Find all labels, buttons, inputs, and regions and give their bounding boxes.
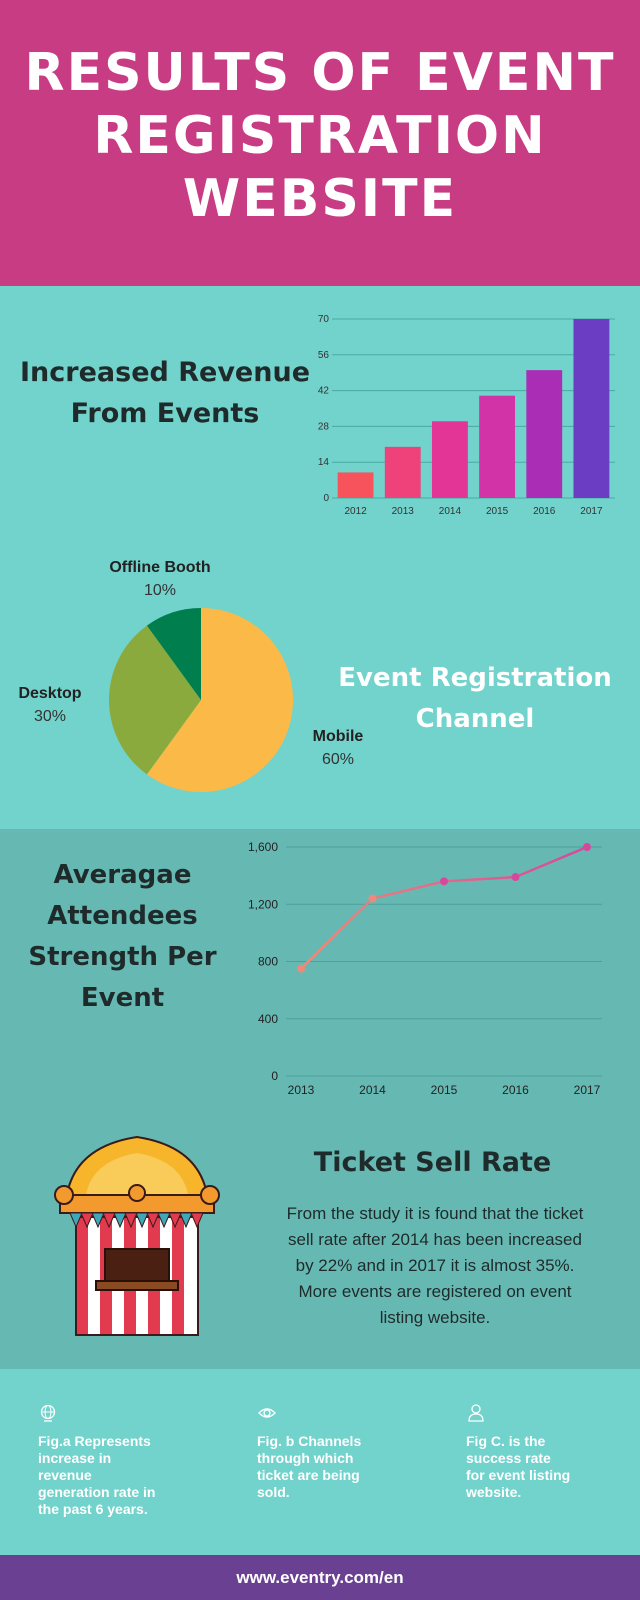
line-y-tick: 0 — [271, 1069, 278, 1083]
pie-slice-desktop — [108, 625, 201, 775]
bar-y-tick: 56 — [318, 350, 330, 361]
bar-2014 — [431, 421, 468, 498]
pie-label-desktop-percent: 30% — [33, 708, 67, 725]
line-x-tick: 2014 — [359, 1083, 386, 1097]
line-y-tick: 1,600 — [248, 840, 278, 854]
bar-y-tick: 14 — [318, 457, 330, 468]
attendees-series-line — [300, 845, 588, 970]
note-fig-b-text: Fig. b Channels through which ticket are… — [257, 1433, 362, 1500]
attendees-line-chart: 0 400 800 1,200 1,600 2013 2014 2015 2016 2017 — [248, 840, 602, 1097]
footer: www.eventry.com/en — [0, 1555, 640, 1600]
note-fig-a-text: Fig.a Represents increase in revenue gen… — [38, 1433, 156, 1517]
line-y-tick: 800 — [258, 955, 278, 969]
line-y-tick: 1,200 — [248, 897, 278, 911]
bar-y-tick: 42 — [318, 386, 330, 397]
bar-x-tick: 2012 — [344, 506, 367, 517]
revenue-section: Increased Revenue From Events 0 14 28 42 56 7… — [0, 286, 640, 544]
revenue-title: Increased Revenue From Events — [20, 357, 310, 429]
pie-label-desktop-name: Desktop — [18, 685, 82, 702]
pie-slice-offline-booth — [146, 608, 201, 700]
line-point-2014 — [368, 894, 377, 903]
globe-icon — [40, 1404, 56, 1422]
line-x-tick: 2016 — [502, 1083, 529, 1097]
ticket-title: Ticket Sell Rate — [313, 1147, 552, 1178]
attendees-title: Averagae Attendees Strength Per Event — [28, 860, 217, 1013]
line-point-2017 — [583, 843, 591, 851]
channel-pie-chart — [108, 608, 293, 792]
pie-label-offline-name: Offline Booth — [109, 559, 211, 576]
pie-label-offline: Offline Booth 10% — [95, 559, 225, 600]
pie-label-mobile-name: Mobile — [312, 728, 364, 745]
pie-label-offline-percent: 10% — [143, 582, 177, 599]
bar-y-tick: 0 — [323, 493, 329, 504]
line-x-tick: 2013 — [288, 1083, 315, 1097]
line-x-tick: 2015 — [431, 1083, 458, 1097]
revenue-bar-chart: 0 14 28 42 56 70 2012 2013 2014 2015 2016 2017 — [318, 314, 615, 517]
channel-title: Event Registration Channel — [338, 663, 612, 734]
bar-x-tick: 2016 — [533, 506, 556, 517]
channel-section: Offline Booth 10% Desktop 30% Mobile 60%… — [0, 544, 640, 829]
bar-x-tick: 2015 — [486, 506, 509, 517]
line-x-tick: 2017 — [574, 1083, 601, 1097]
bar-2012 — [337, 472, 374, 498]
pie-label-desktop: Desktop 30% — [5, 685, 95, 726]
pie-slice-mobile — [146, 608, 293, 792]
pie-label-mobile: Mobile 60% — [298, 728, 378, 769]
bar-x-tick: 2017 — [580, 506, 603, 517]
line-point-2015 — [440, 877, 448, 886]
note-fig-c-text: Fig C. is the success rate for event lis… — [466, 1433, 571, 1500]
bar-y-tick: 70 — [318, 314, 330, 325]
header-banner: RESULTS OF EVENT REGISTRATION WEBSITE — [0, 0, 640, 286]
person-icon — [468, 1404, 484, 1422]
eye-icon — [258, 1408, 276, 1418]
attendees-section: Averagae Attendees Strength Per Event 0 4… — [0, 829, 640, 1369]
notes-section: Fig.a Represents increase in revenue gen… — [0, 1369, 640, 1555]
footer-url[interactable]: www.eventry.com/en — [236, 1568, 404, 1587]
pie-label-mobile-percent: 60% — [321, 751, 355, 768]
bar-y-tick: 28 — [318, 421, 330, 432]
bar-x-tick: 2013 — [392, 506, 415, 517]
line-point-2013 — [297, 964, 305, 973]
ticket-booth-illustration — [54, 1135, 220, 1336]
line-point-2016 — [511, 873, 520, 882]
bar-2015 — [479, 395, 516, 498]
page-title: RESULTS OF EVENT REGISTRATION WEBSITE — [24, 43, 616, 229]
line-y-tick: 400 — [258, 1012, 278, 1026]
bar-2017 — [573, 319, 610, 498]
bar-2016 — [526, 370, 563, 498]
bar-x-tick: 2014 — [439, 506, 462, 517]
ticket-description: From the study it is found that the tick… — [286, 1204, 584, 1327]
bar-2013 — [384, 446, 421, 498]
